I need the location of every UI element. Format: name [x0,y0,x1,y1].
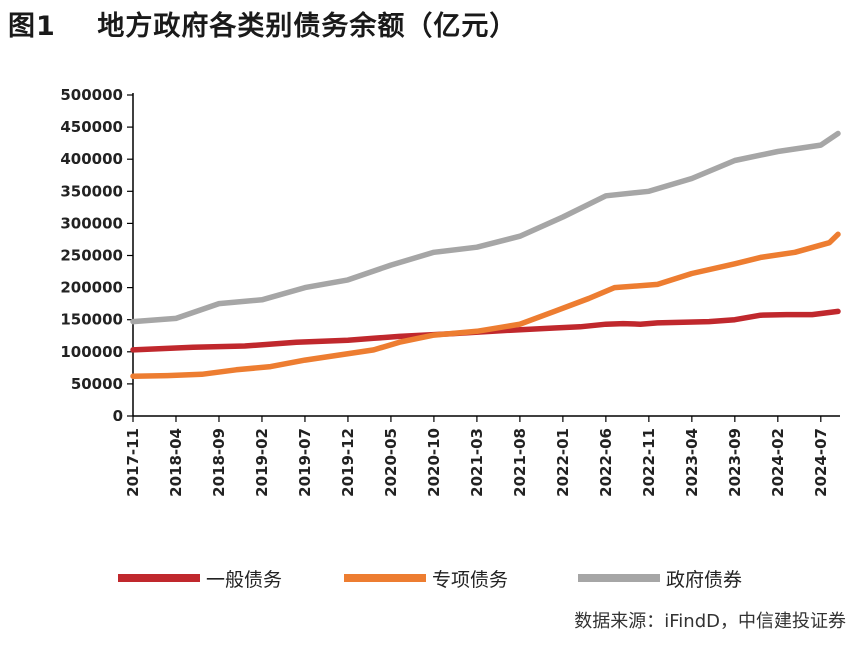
legend-swatch [344,574,426,582]
y-tick-label: 100000 [60,343,123,361]
x-tick-label: 2022-01 [554,428,572,497]
x-tick-label: 2024-02 [769,428,787,497]
y-tick-label: 50000 [71,375,123,393]
figure-title: 地方政府各类别债务余额（亿元） [97,11,518,42]
figure-label: 图1 [8,11,56,42]
x-tick-label: 2019-02 [253,428,271,497]
chart-legend: 一般债务 专项债务 政府债券 [0,560,860,596]
y-tick-label: 200000 [60,279,123,297]
x-tick-label: 2019-12 [339,428,357,497]
chart-title: 图1 地方政府各类别债务余额（亿元） [8,4,517,43]
series-line-3 [130,130,841,325]
y-tick-label: 350000 [60,182,123,200]
x-tick-label: 2020-05 [382,428,400,497]
series-line-2 [130,231,841,379]
line-chart: 0 50000 100000 150000 200000 250000 300000 3500… [60,86,841,497]
x-tick-label: 2023-09 [726,428,744,497]
y-tick-label: 400000 [60,150,123,168]
y-tick-label: 0 [113,407,123,425]
legend-label: 一般债务 [206,568,283,591]
y-tick-label: 300000 [60,214,123,232]
x-tick-label: 2022-06 [597,428,615,497]
x-tick-label: 2021-08 [511,428,529,497]
x-tick-label: 2017-11 [124,428,142,497]
data-source-note: 数据来源：iFindD，中信建投证券 [574,611,846,632]
legend-item: 一般债务 [118,560,282,596]
legend-swatch [118,574,200,582]
y-tick-label: 150000 [60,311,123,329]
series-line-1 [130,308,841,353]
x-tick-label: 2023-04 [683,428,701,497]
legend-swatch [578,574,660,582]
x-tick-label: 2020-10 [425,428,443,497]
x-tick-label: 2022-11 [640,428,658,497]
x-tick-label: 2024-07 [812,428,830,497]
y-tick-label: 500000 [60,86,123,104]
x-tick-label: 2021-03 [468,428,486,497]
legend-label: 专项债务 [432,568,509,591]
x-tick-label: 2018-09 [210,428,228,497]
y-tick-label: 450000 [60,118,123,136]
y-tick-label: 250000 [60,247,123,265]
legend-item: 政府债券 [578,560,742,596]
legend-label: 政府债券 [666,568,743,591]
legend-item: 专项债务 [344,560,508,596]
x-tick-label: 2019-07 [296,428,314,497]
x-tick-label: 2018-04 [167,428,185,497]
